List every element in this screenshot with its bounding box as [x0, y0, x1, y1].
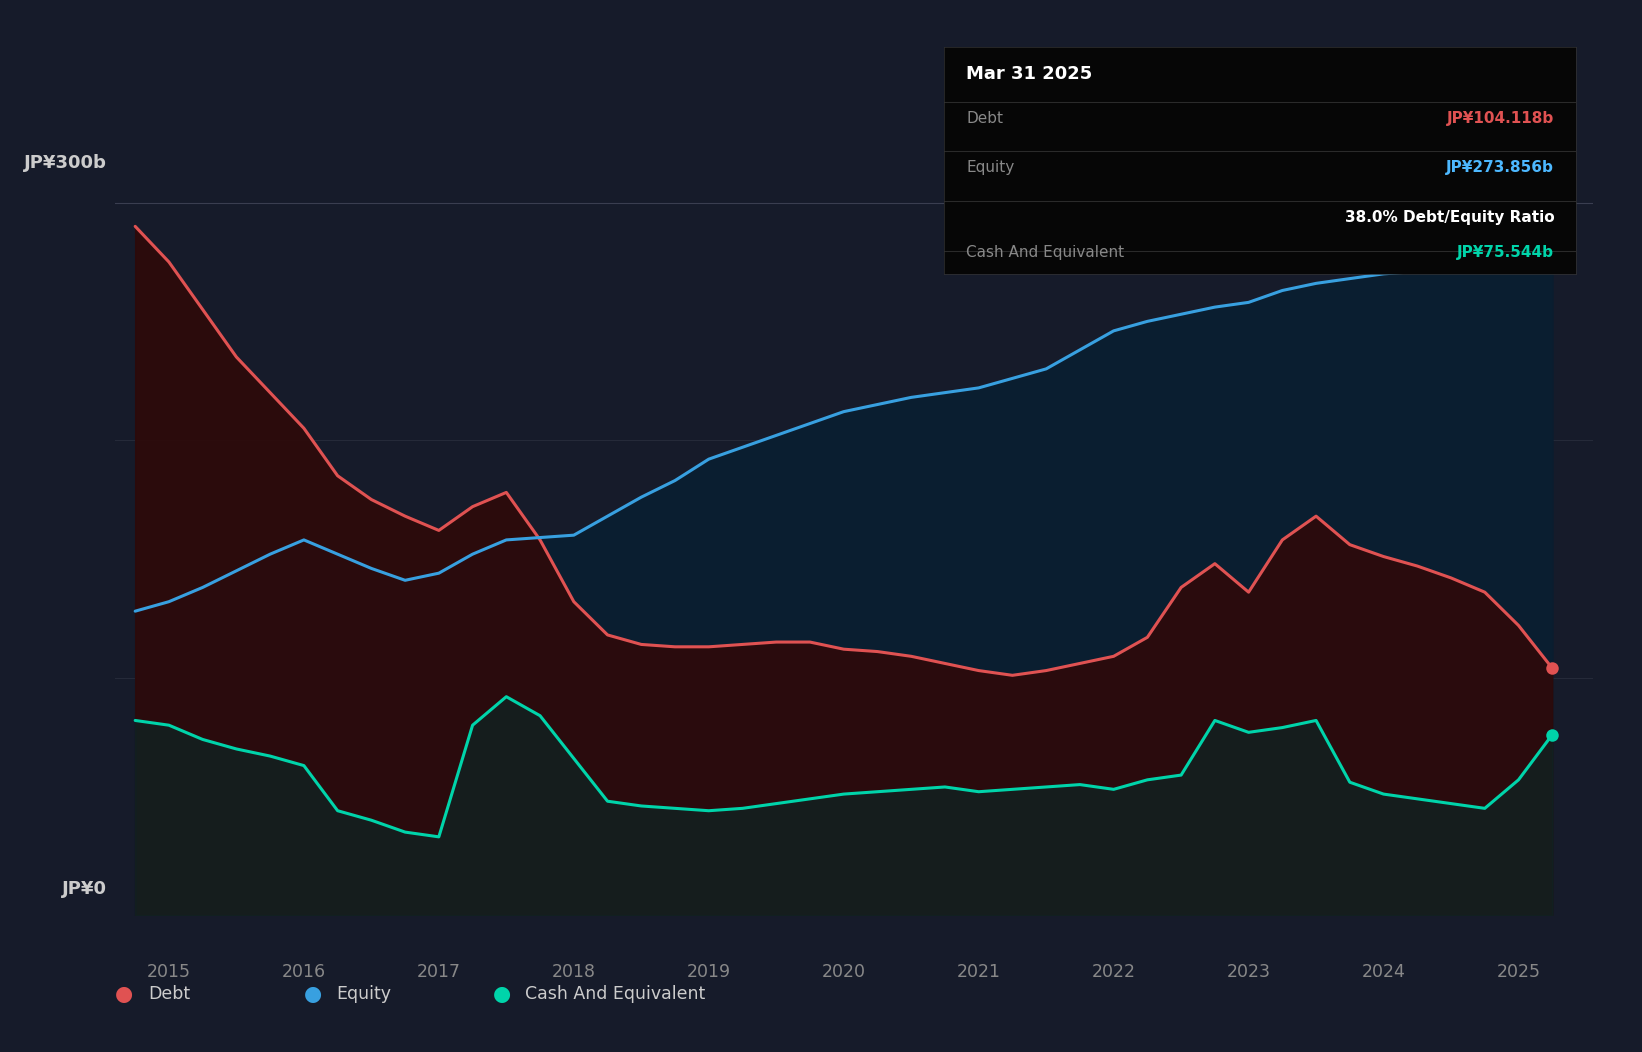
- Text: 2024: 2024: [1361, 963, 1406, 980]
- Text: Debt: Debt: [965, 110, 1003, 125]
- Text: 2023: 2023: [1227, 963, 1271, 980]
- Text: ●: ●: [304, 984, 322, 1005]
- Text: ●: ●: [493, 984, 511, 1005]
- Text: JP¥0: JP¥0: [62, 879, 107, 898]
- Text: 2015: 2015: [146, 963, 190, 980]
- Text: Debt: Debt: [148, 985, 190, 1004]
- Text: 2022: 2022: [1092, 963, 1136, 980]
- Text: 2018: 2018: [552, 963, 596, 980]
- Text: 2021: 2021: [957, 963, 1000, 980]
- Text: 2017: 2017: [417, 963, 461, 980]
- Text: 2025: 2025: [1496, 963, 1540, 980]
- Text: Equity: Equity: [965, 161, 1015, 176]
- Text: 2020: 2020: [821, 963, 865, 980]
- Text: Cash And Equivalent: Cash And Equivalent: [525, 985, 706, 1004]
- Text: 38.0% Debt/Equity Ratio: 38.0% Debt/Equity Ratio: [1345, 210, 1555, 225]
- Text: JP¥273.856b: JP¥273.856b: [1447, 161, 1555, 176]
- Text: JP¥300b: JP¥300b: [25, 154, 107, 173]
- Text: Mar 31 2025: Mar 31 2025: [965, 65, 1092, 83]
- Text: 2019: 2019: [686, 963, 731, 980]
- Text: JP¥75.544b: JP¥75.544b: [1456, 245, 1555, 260]
- Text: Cash And Equivalent: Cash And Equivalent: [965, 245, 1125, 260]
- Text: Equity: Equity: [337, 985, 391, 1004]
- Text: ●: ●: [115, 984, 133, 1005]
- Text: JP¥104.118b: JP¥104.118b: [1447, 110, 1555, 125]
- Text: 2016: 2016: [282, 963, 327, 980]
